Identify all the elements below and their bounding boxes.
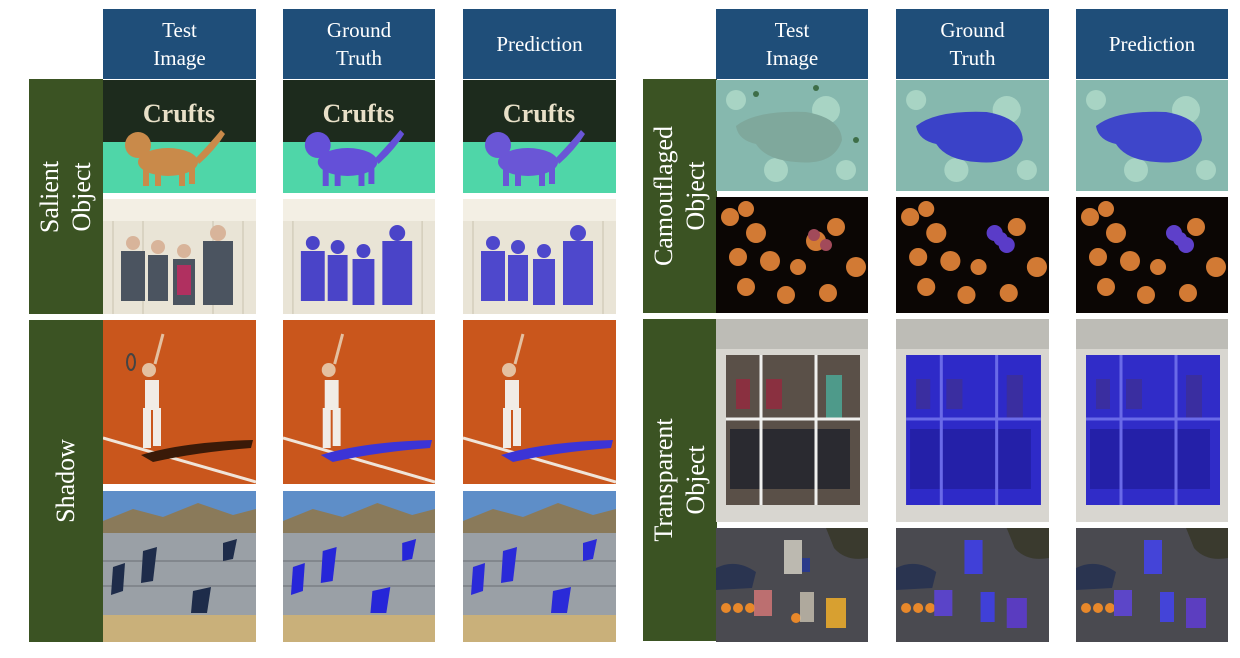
svg-text:Crufts: Crufts <box>503 99 575 128</box>
image-shadow-stone-ground-truth <box>283 491 435 642</box>
image-shadow-tennis-test <box>103 320 256 484</box>
image-salient-people-prediction <box>463 199 616 314</box>
image-transparent-bottles-ground-truth <box>896 528 1049 642</box>
image-shadow-stone-prediction <box>463 491 616 642</box>
group-label-shadow: Shadow <box>29 320 103 642</box>
image-transparent-shop-test <box>716 319 868 522</box>
sign-text: Crufts <box>143 99 215 128</box>
header-test-image-right: Test Image <box>716 9 868 79</box>
image-transparent-shop-prediction <box>1076 319 1228 522</box>
header-prediction-right: Prediction <box>1076 9 1228 79</box>
image-camouflaged-fish-ground-truth <box>896 80 1049 191</box>
image-salient-people-test <box>103 199 256 314</box>
group-label-camouflaged-object: Camouflaged Object <box>643 79 717 313</box>
header-prediction: Prediction <box>463 9 616 79</box>
image-camouflaged-coral-ground-truth <box>896 197 1049 313</box>
group-label-transparent-object: Transparent Object <box>643 319 717 641</box>
image-camouflaged-coral-prediction <box>1076 197 1228 313</box>
svg-text:Crufts: Crufts <box>323 99 395 128</box>
image-transparent-shop-ground-truth <box>896 319 1049 522</box>
image-transparent-bottles-prediction <box>1076 528 1228 642</box>
image-transparent-bottles-test <box>716 528 868 642</box>
image-shadow-tennis-ground-truth <box>283 320 435 484</box>
header-ground-truth: Ground Truth <box>283 9 435 79</box>
image-camouflaged-fish-test <box>716 80 868 191</box>
image-salient-dog-ground-truth: Crufts <box>283 80 435 193</box>
image-salient-dog-prediction: Crufts <box>463 80 616 193</box>
image-shadow-tennis-prediction <box>463 320 616 484</box>
header-ground-truth-right: Ground Truth <box>896 9 1049 79</box>
image-salient-dog-test: Crufts <box>103 80 256 193</box>
image-salient-people-ground-truth <box>283 199 435 314</box>
image-shadow-stone-test <box>103 491 256 642</box>
header-test-image: Test Image <box>103 9 256 79</box>
image-camouflaged-fish-prediction <box>1076 80 1228 191</box>
group-label-salient-object: Salient Object <box>29 79 103 314</box>
image-camouflaged-coral-test <box>716 197 868 313</box>
